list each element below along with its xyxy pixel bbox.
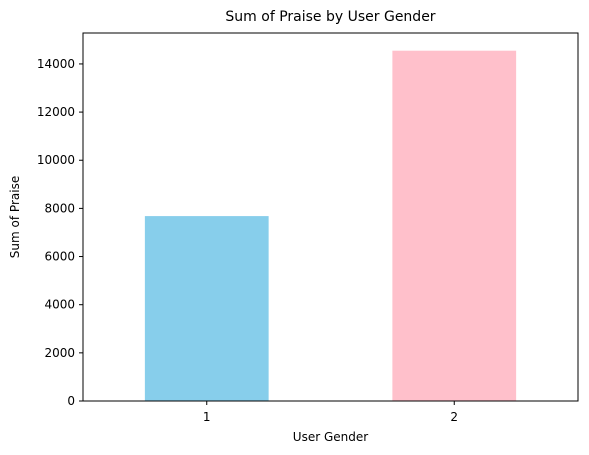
bars-layer (144, 50, 517, 401)
y-tick-label: 2000 (44, 346, 75, 360)
y-tick-label: 0 (67, 394, 75, 408)
x-tick-label: 2 (450, 410, 458, 424)
x-axis-label: User Gender (293, 430, 368, 444)
chart-title: Sum of Praise by User Gender (225, 9, 435, 25)
x-tick-label: 1 (203, 410, 211, 424)
y-axis-label: Sum of Praise (8, 176, 22, 258)
y-tick-label: 10000 (37, 153, 75, 167)
y-tick-label: 4000 (44, 298, 75, 312)
y-axis: 0 2000 4000 6000 8000 10000 12000 14000 (37, 57, 83, 408)
bar-2 (392, 50, 517, 401)
bar-1 (144, 216, 269, 401)
y-tick-label: 14000 (37, 57, 75, 71)
plot-frame (82, 32, 579, 402)
y-tick-label: 8000 (44, 201, 75, 215)
y-tick-label: 12000 (37, 105, 75, 119)
y-tick-label: 6000 (44, 250, 75, 264)
